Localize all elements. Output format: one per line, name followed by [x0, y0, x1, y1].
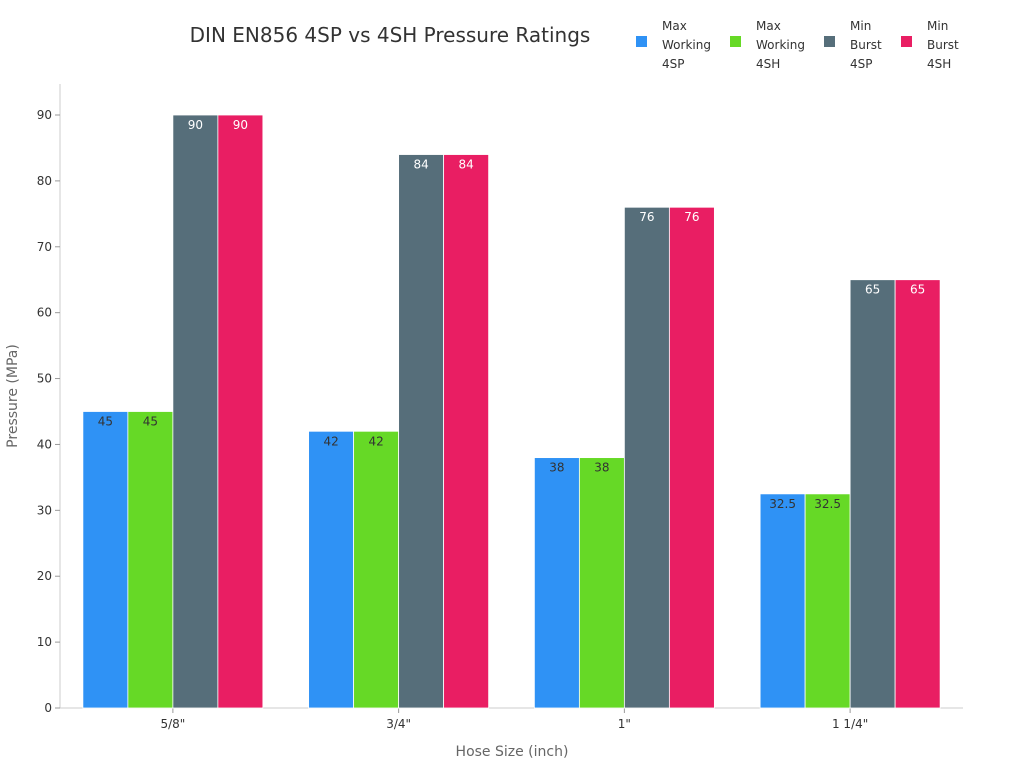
y-axis-label: Pressure (MPa)	[5, 344, 21, 448]
x-tick-label: 3/4"	[386, 717, 411, 731]
legend-label: Working	[662, 38, 711, 52]
data-label: 76	[684, 210, 699, 224]
y-tick-label: 20	[37, 569, 52, 583]
data-label: 84	[458, 158, 473, 172]
bar	[759, 493, 806, 709]
legend-label: Working	[756, 38, 805, 52]
data-label: 45	[143, 415, 158, 429]
data-label: 65	[910, 283, 925, 297]
x-tick-label: 1 1/4"	[832, 717, 868, 731]
y-tick-label: 0	[44, 701, 52, 715]
data-label: 65	[865, 283, 880, 297]
bar	[217, 114, 264, 709]
bar	[804, 493, 851, 709]
legend-label: 4SH	[927, 57, 951, 71]
bar	[127, 411, 174, 709]
data-label: 38	[549, 461, 564, 475]
bar	[308, 430, 355, 709]
data-label: 32.5	[814, 497, 841, 511]
bar	[172, 114, 219, 709]
legend-label: Burst	[850, 38, 882, 52]
bar	[398, 154, 445, 709]
legend-label: 4SH	[756, 57, 780, 71]
bar	[578, 457, 625, 709]
bar	[82, 411, 129, 709]
legend-label: Min	[927, 19, 948, 33]
data-label: 90	[233, 118, 248, 132]
x-axis-label: Hose Size (inch)	[456, 744, 569, 760]
data-label: 76	[639, 210, 654, 224]
y-tick-label: 60	[37, 306, 52, 320]
legend-label: 4SP	[662, 57, 685, 71]
data-label: 90	[188, 118, 203, 132]
legend-swatch	[636, 36, 647, 47]
bar	[623, 206, 670, 709]
y-tick-label: 90	[37, 108, 52, 122]
bar	[894, 279, 941, 709]
legend-label: Min	[850, 19, 871, 33]
data-label: 32.5	[769, 497, 796, 511]
legend-label: 4SP	[850, 57, 873, 71]
legend-label: Burst	[927, 38, 959, 52]
legend-swatch	[824, 36, 835, 47]
bar	[849, 279, 896, 709]
y-tick-label: 80	[37, 174, 52, 188]
legend-label: Max	[756, 19, 781, 33]
data-label: 42	[368, 434, 383, 448]
y-tick-label: 10	[37, 635, 52, 649]
bar	[668, 206, 715, 709]
data-label: 84	[413, 158, 428, 172]
legend-swatch	[730, 36, 741, 47]
x-tick-label: 1"	[618, 717, 631, 731]
bar	[443, 154, 490, 709]
bar	[533, 457, 580, 709]
legend-swatch	[901, 36, 912, 47]
x-tick-label: 5/8"	[160, 717, 185, 731]
bar	[353, 430, 400, 709]
chart-title: DIN EN856 4SP vs 4SH Pressure Ratings	[190, 23, 591, 47]
y-tick-label: 50	[37, 372, 52, 386]
data-label: 45	[98, 415, 113, 429]
y-tick-label: 40	[37, 437, 52, 451]
y-tick-label: 30	[37, 503, 52, 517]
data-label: 38	[594, 461, 609, 475]
legend-label: Max	[662, 19, 687, 33]
data-label: 42	[323, 434, 338, 448]
y-tick-label: 70	[37, 240, 52, 254]
